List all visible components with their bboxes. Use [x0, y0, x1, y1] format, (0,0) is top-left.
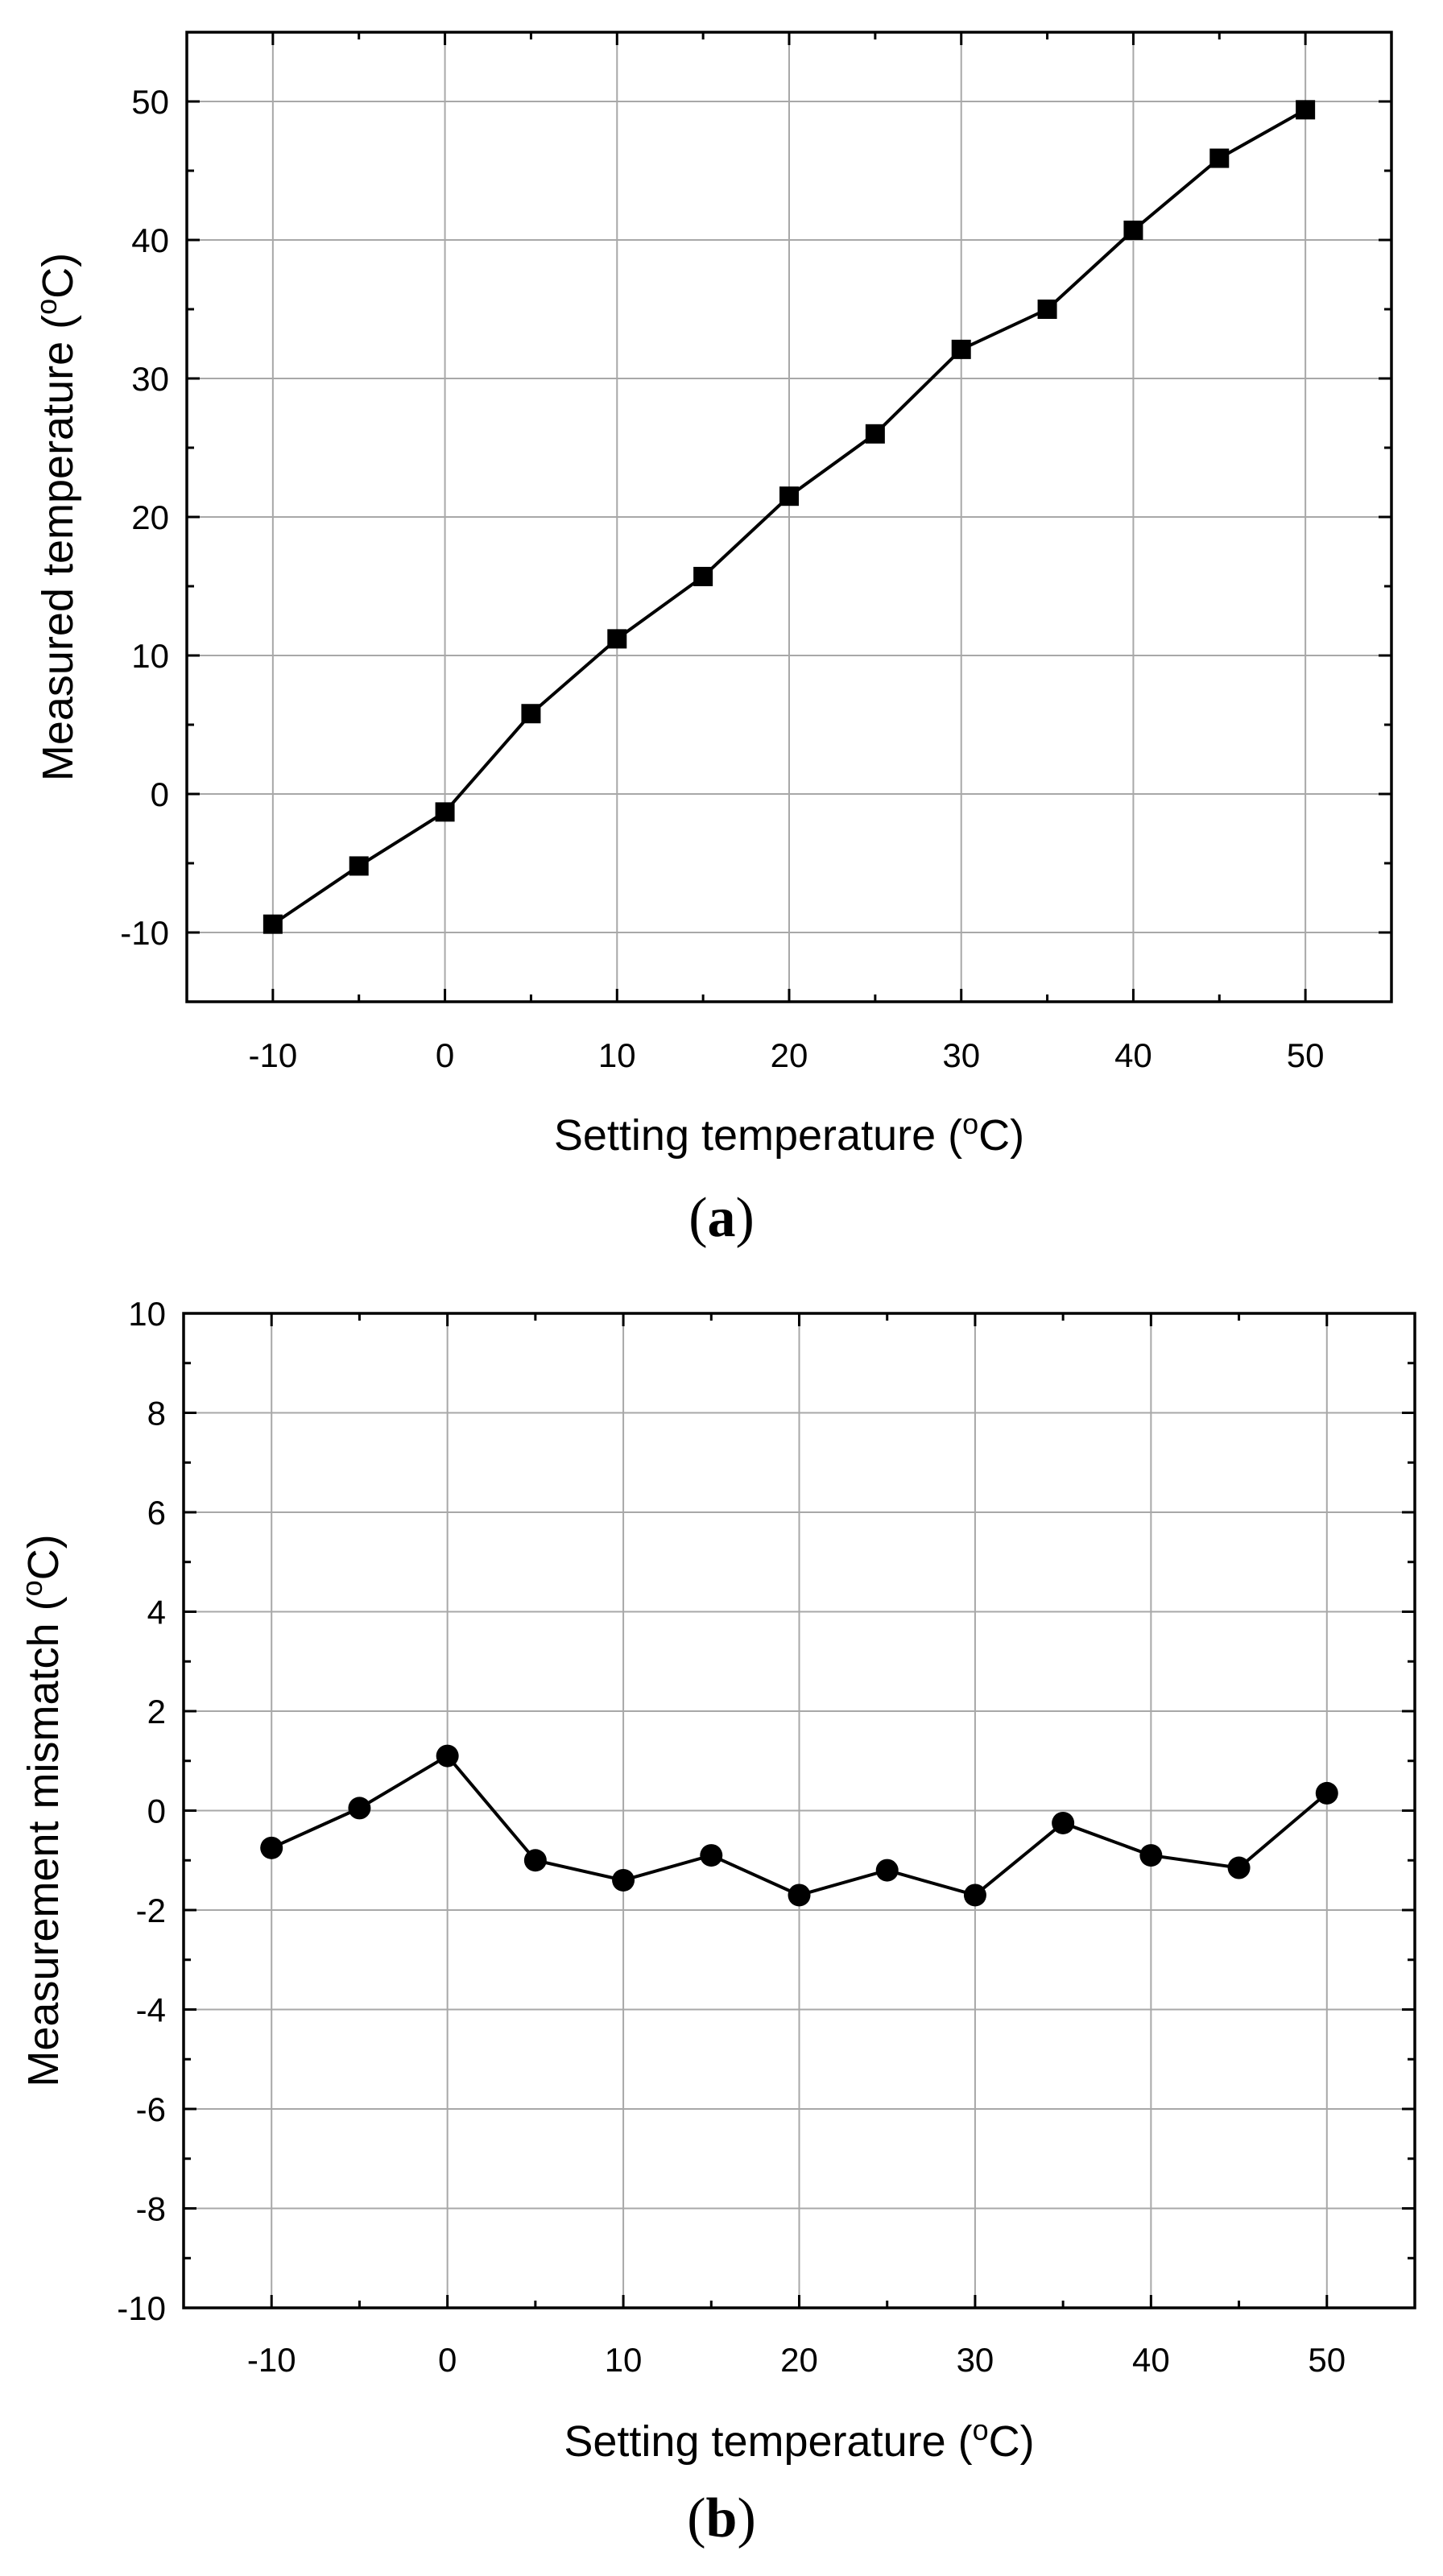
data-point [779, 486, 799, 507]
data-point [1315, 1781, 1338, 1805]
data-point [612, 1868, 635, 1892]
y-tick-label: 0 [147, 1792, 166, 1830]
y-tick-label: 20 [131, 498, 169, 536]
x-tick-label: 40 [1132, 2341, 1170, 2379]
data-point [963, 1883, 986, 1907]
y-tick-label: 0 [151, 775, 169, 813]
data-point [1209, 148, 1230, 168]
data-point [951, 339, 971, 359]
y-tick-label: 2 [147, 1693, 166, 1730]
y-tick-label: -8 [136, 2190, 166, 2228]
y-axis-title: Measurement mismatch (oC) [15, 1534, 68, 2086]
y-tick-label: -10 [120, 914, 169, 952]
data-point [1139, 1844, 1163, 1867]
y-tick-label: 50 [131, 83, 169, 121]
y-tick-label: 10 [128, 1295, 166, 1333]
chart-a: -10 0 10 20 30 40 50 -10 0 10 20 30 40 50 Setting temp… [30, 31, 1393, 1160]
chart-b: -10 0 10 20 30 40 50 -10 -8 -6 -4 -2 0 2 4 6 8 10 Setting … [15, 1295, 1416, 2466]
x-tick-label: 30 [942, 1036, 980, 1074]
panel-label: (a) [688, 1187, 755, 1249]
x-tick-label: 30 [957, 2341, 994, 2379]
x-tick-label: 20 [780, 2341, 818, 2379]
y-tick-label: -10 [117, 2289, 166, 2327]
x-tick-label: 10 [598, 1036, 636, 1074]
panel-label: (b) [687, 2487, 756, 2549]
data-point [693, 566, 713, 586]
y-tick-label: -6 [136, 2090, 166, 2128]
data-point [436, 1744, 459, 1768]
data-point [1037, 300, 1057, 319]
y-tick-label: -2 [136, 1892, 166, 1929]
y-tick-label: -4 [136, 1991, 166, 2029]
y-tick-label: 6 [147, 1494, 166, 1532]
data-point [435, 802, 455, 822]
x-axis-title: Setting temperature (oC) [554, 1107, 1024, 1160]
data-point [1052, 1811, 1075, 1834]
x-tick-label: -10 [247, 2341, 296, 2379]
x-tick-label: 10 [605, 2341, 643, 2379]
data-point [788, 1883, 811, 1907]
y-axis-title: Measured temperature (oC) [30, 253, 82, 781]
data-point [875, 1859, 899, 1882]
data-point [700, 1844, 723, 1867]
x-tick-label: 20 [771, 1036, 808, 1074]
y-tick-label: 10 [131, 637, 169, 675]
data-point [1296, 100, 1316, 120]
y-tick-label: 40 [131, 221, 169, 259]
data-point [1227, 1856, 1251, 1879]
data-point [348, 1797, 371, 1820]
x-tick-label: -10 [249, 1036, 298, 1074]
x-tick-label: 40 [1114, 1036, 1152, 1074]
data-point [263, 914, 283, 934]
data-point [865, 424, 885, 444]
data-point [521, 704, 541, 724]
x-tick-label: 50 [1308, 2341, 1346, 2379]
data-point [349, 856, 369, 876]
x-tick-label: 0 [438, 2341, 457, 2379]
x-tick-label: 0 [436, 1036, 454, 1074]
x-tick-label: 50 [1287, 1036, 1325, 1074]
data-point [1123, 220, 1143, 240]
x-axis-title: Setting temperature (oC) [564, 2413, 1034, 2466]
y-tick-label: 4 [147, 1594, 166, 1631]
data-point [523, 1849, 547, 1872]
data-point [260, 1836, 283, 1859]
y-tick-label: 8 [147, 1395, 166, 1433]
data-point [607, 629, 627, 649]
y-tick-label: 30 [131, 360, 169, 398]
